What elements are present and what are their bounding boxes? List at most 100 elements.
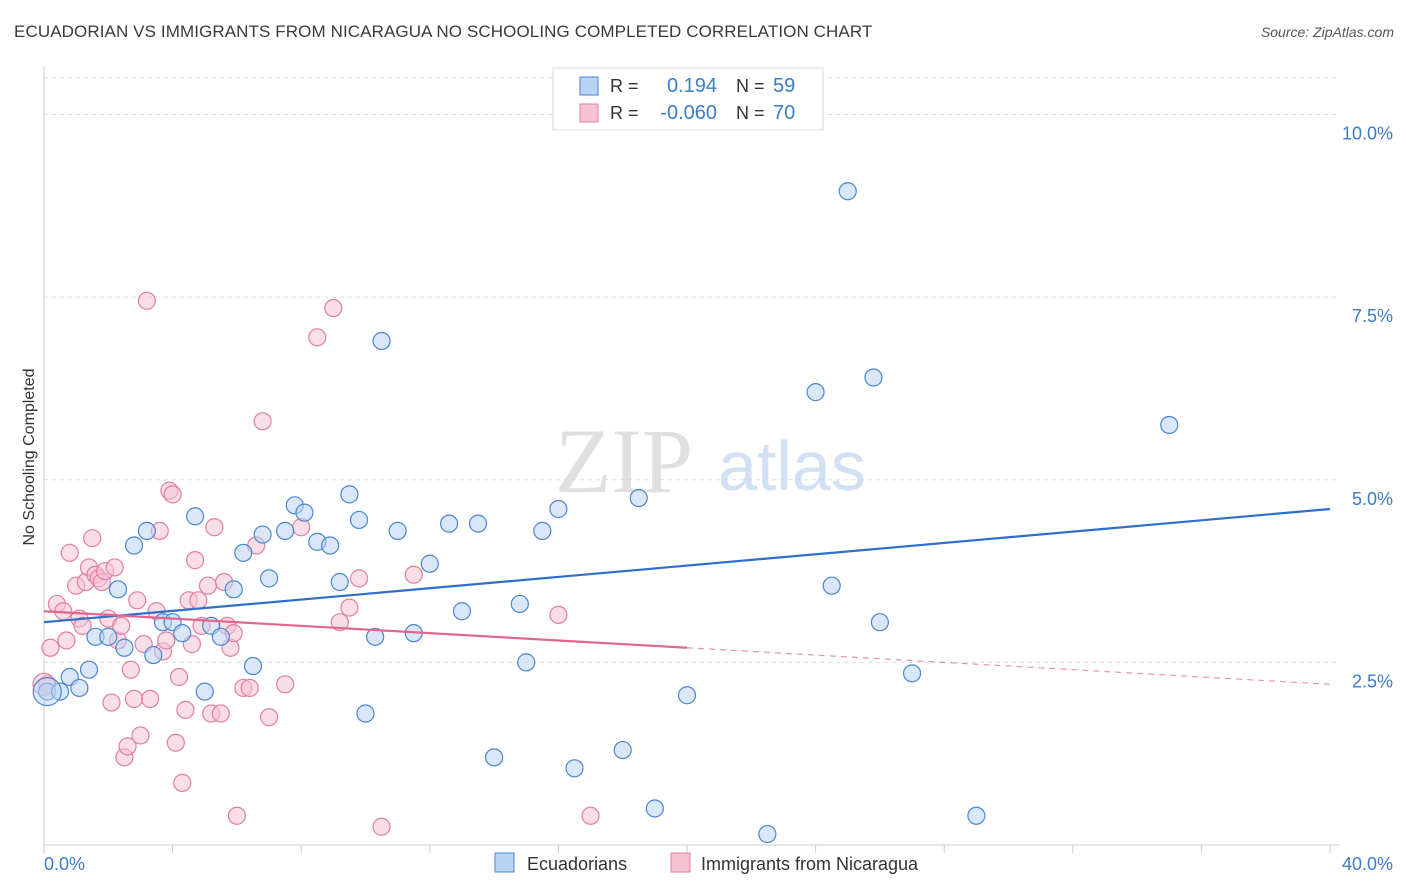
data-point-ecuadorians (439, 514, 459, 533)
data-point-nicaragua (198, 576, 218, 595)
data-point-ecuadorians (243, 656, 263, 676)
data-point-nicaragua (349, 569, 369, 588)
watermark-zip: ZIP (555, 410, 693, 512)
series-ecuadorians-points (32, 182, 1179, 844)
legend-n-value-nicaragua: 70 (773, 102, 795, 124)
watermark-atlas: atlas (718, 427, 866, 505)
data-point-nicaragua (211, 704, 230, 723)
data-point-ecuadorians (485, 748, 504, 767)
legend-bottom-label-nicaragua: Immigrants from Nicaragua (701, 854, 919, 874)
data-point-ecuadorians (420, 554, 439, 573)
legend-bottom-swatch-nicaragua (670, 852, 691, 873)
data-point-nicaragua (186, 551, 205, 570)
data-point-nicaragua (308, 328, 327, 347)
data-point-ecuadorians (758, 824, 777, 844)
data-point-ecuadorians (234, 543, 253, 562)
data-point-ecuadorians (99, 627, 118, 646)
data-point-ecuadorians (340, 485, 359, 504)
data-point-ecuadorians (613, 740, 632, 760)
data-point-nicaragua (205, 518, 224, 537)
data-point-nicaragua (157, 631, 176, 650)
gridlines (44, 77, 1340, 663)
data-point-nicaragua (163, 485, 182, 504)
chart-source: Source: ZipAtlas.com (1260, 24, 1394, 40)
data-point-nicaragua (112, 616, 131, 635)
legend-r-label: R = (610, 76, 639, 96)
x-tick-label-min: 0.0% (44, 854, 85, 874)
data-point-ecuadorians (533, 521, 552, 540)
data-point-nicaragua (166, 733, 185, 752)
data-point-ecuadorians (321, 536, 340, 555)
series-nicaragua-points (32, 291, 600, 836)
data-point-ecuadorians (144, 645, 163, 665)
series-legend: Ecuadorians Immigrants from Nicaragua (494, 852, 919, 874)
data-point-nicaragua (276, 675, 295, 694)
data-point-nicaragua (372, 817, 391, 836)
data-point-ecuadorians (565, 759, 584, 778)
data-point-ecuadorians (115, 638, 134, 657)
data-point-nicaragua (60, 543, 79, 562)
axes (43, 66, 1340, 853)
data-point-ecuadorians (356, 704, 375, 723)
chart-title: ECUADORIAN VS IMMIGRANTS FROM NICARAGUA … (14, 22, 873, 41)
data-point-nicaragua (83, 529, 102, 548)
data-point-ecuadorians (677, 686, 697, 705)
data-point-ecuadorians (468, 514, 488, 533)
data-point-nicaragua (173, 773, 192, 793)
data-point-ecuadorians-cluster (32, 676, 62, 707)
data-point-nicaragua (128, 591, 147, 610)
data-point-ecuadorians (70, 678, 89, 698)
data-point-nicaragua (176, 700, 195, 719)
legend-n-label-2: N = (736, 103, 765, 123)
trend-line-nicaragua (43, 610, 688, 649)
stats-legend: R = 0.194 N = 59 R = -0.060 N = 70 (552, 67, 824, 131)
data-point-nicaragua (330, 613, 349, 632)
data-point-ecuadorians (549, 499, 568, 519)
data-point-ecuadorians (838, 182, 857, 201)
y-tick-label: 10.0% (1342, 124, 1393, 144)
data-point-ecuadorians (806, 383, 825, 402)
data-point-nicaragua (121, 660, 140, 679)
data-point-ecuadorians (870, 613, 890, 632)
legend-n-value-ecuadorians: 59 (773, 75, 795, 97)
data-point-nicaragua (581, 806, 600, 825)
data-point-ecuadorians (195, 682, 214, 701)
data-point-ecuadorians (822, 576, 841, 595)
legend-swatch-nicaragua (579, 103, 599, 123)
data-point-ecuadorians (108, 580, 128, 599)
data-point-nicaragua (227, 806, 246, 825)
data-point-ecuadorians (372, 331, 391, 351)
data-point-nicaragua (340, 598, 359, 617)
data-point-ecuadorians (902, 664, 922, 683)
data-point-ecuadorians (864, 368, 883, 387)
data-point-nicaragua (41, 638, 60, 657)
watermark: ZIP atlas (555, 410, 866, 512)
y-tick-label: 5.0% (1352, 489, 1393, 509)
data-point-nicaragua (169, 667, 189, 687)
data-point-ecuadorians (645, 799, 664, 818)
data-point-ecuadorians (366, 627, 385, 646)
y-tick-labels: 2.5% 5.0% 7.5% 10.0% (1342, 124, 1393, 692)
data-point-ecuadorians (967, 806, 986, 825)
data-point-nicaragua (131, 726, 150, 745)
data-point-nicaragua (102, 693, 121, 712)
trend-lines (43, 507, 1331, 685)
data-point-nicaragua (259, 708, 279, 727)
legend-r-value-nicaragua: -0.060 (660, 102, 717, 124)
data-point-ecuadorians (517, 653, 536, 672)
data-point-ecuadorians (452, 602, 472, 621)
trend-line-nicaragua-extrapolated (686, 647, 1331, 685)
data-point-ecuadorians (259, 569, 279, 588)
data-point-nicaragua (189, 591, 208, 610)
legend-bottom-swatch-ecuadorians (494, 852, 515, 873)
x-tick-label-max: 40.0% (1342, 854, 1393, 874)
data-point-nicaragua (240, 678, 259, 698)
y-tick-label: 7.5% (1352, 306, 1393, 326)
data-point-nicaragua (57, 631, 76, 650)
data-point-ecuadorians (137, 521, 156, 540)
data-point-nicaragua (137, 291, 156, 310)
data-point-ecuadorians (629, 488, 648, 508)
legend-swatch-ecuadorians (579, 76, 599, 96)
data-point-ecuadorians (1160, 415, 1179, 435)
